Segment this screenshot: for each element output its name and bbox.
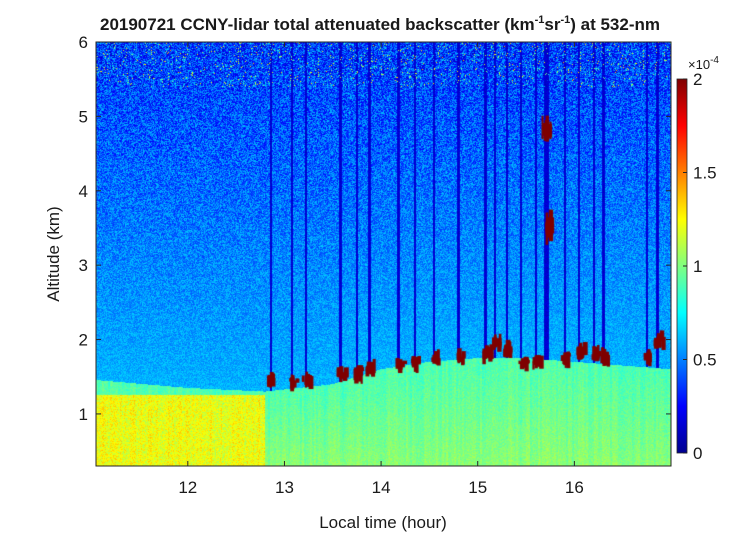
y-axis-label: Altitude (km) [44,206,63,301]
x-tick-label: 14 [372,478,391,497]
x-tick-label: 16 [565,478,584,497]
colorbar-exponent-base: ×10 [688,57,710,72]
colorbar-exponent: ×10-4 [688,55,719,72]
chart-title: 20190721 CCNY-lidar total attenuated bac… [100,14,660,34]
colorbar-exponent-power: -4 [710,55,719,66]
title-sup2: -1 [560,14,570,26]
y-tick-label: 2 [79,331,88,350]
colorbar-tick-label: 1.5 [693,164,717,183]
y-tick-label: 4 [79,182,88,201]
y-tick-label: 1 [79,405,88,424]
title-suffix: ) at 532-nm [570,15,660,34]
heatmap-raster [96,42,671,466]
colorbar-tick-label: 2 [693,70,702,89]
y-tick-label: 6 [79,33,88,52]
x-tick-label: 15 [468,478,487,497]
y-tick-label: 3 [79,256,88,275]
heatmap-canvas [96,42,671,466]
colorbar-tick-label: 1 [693,257,702,276]
title-prefix: 20190721 CCNY-lidar total attenuated bac… [100,15,535,34]
x-axis-label: Local time (hour) [319,513,447,532]
plot-area-frame [95,41,672,467]
title-sup1: -1 [535,14,545,26]
colorbar-ticks: 0 0.5 1 1.5 2 [683,70,717,463]
x-tick-label: 13 [275,478,294,497]
x-tick-label: 12 [178,478,197,497]
y-tick-label: 5 [79,107,88,126]
colorbar-tick-label: 0.5 [693,351,717,370]
x-axis: 12 13 14 15 16 [178,42,584,497]
y-axis: 1 2 3 4 5 6 [79,33,671,424]
colorbar-tick-label: 0 [693,444,702,463]
title-mid: sr [544,15,560,34]
